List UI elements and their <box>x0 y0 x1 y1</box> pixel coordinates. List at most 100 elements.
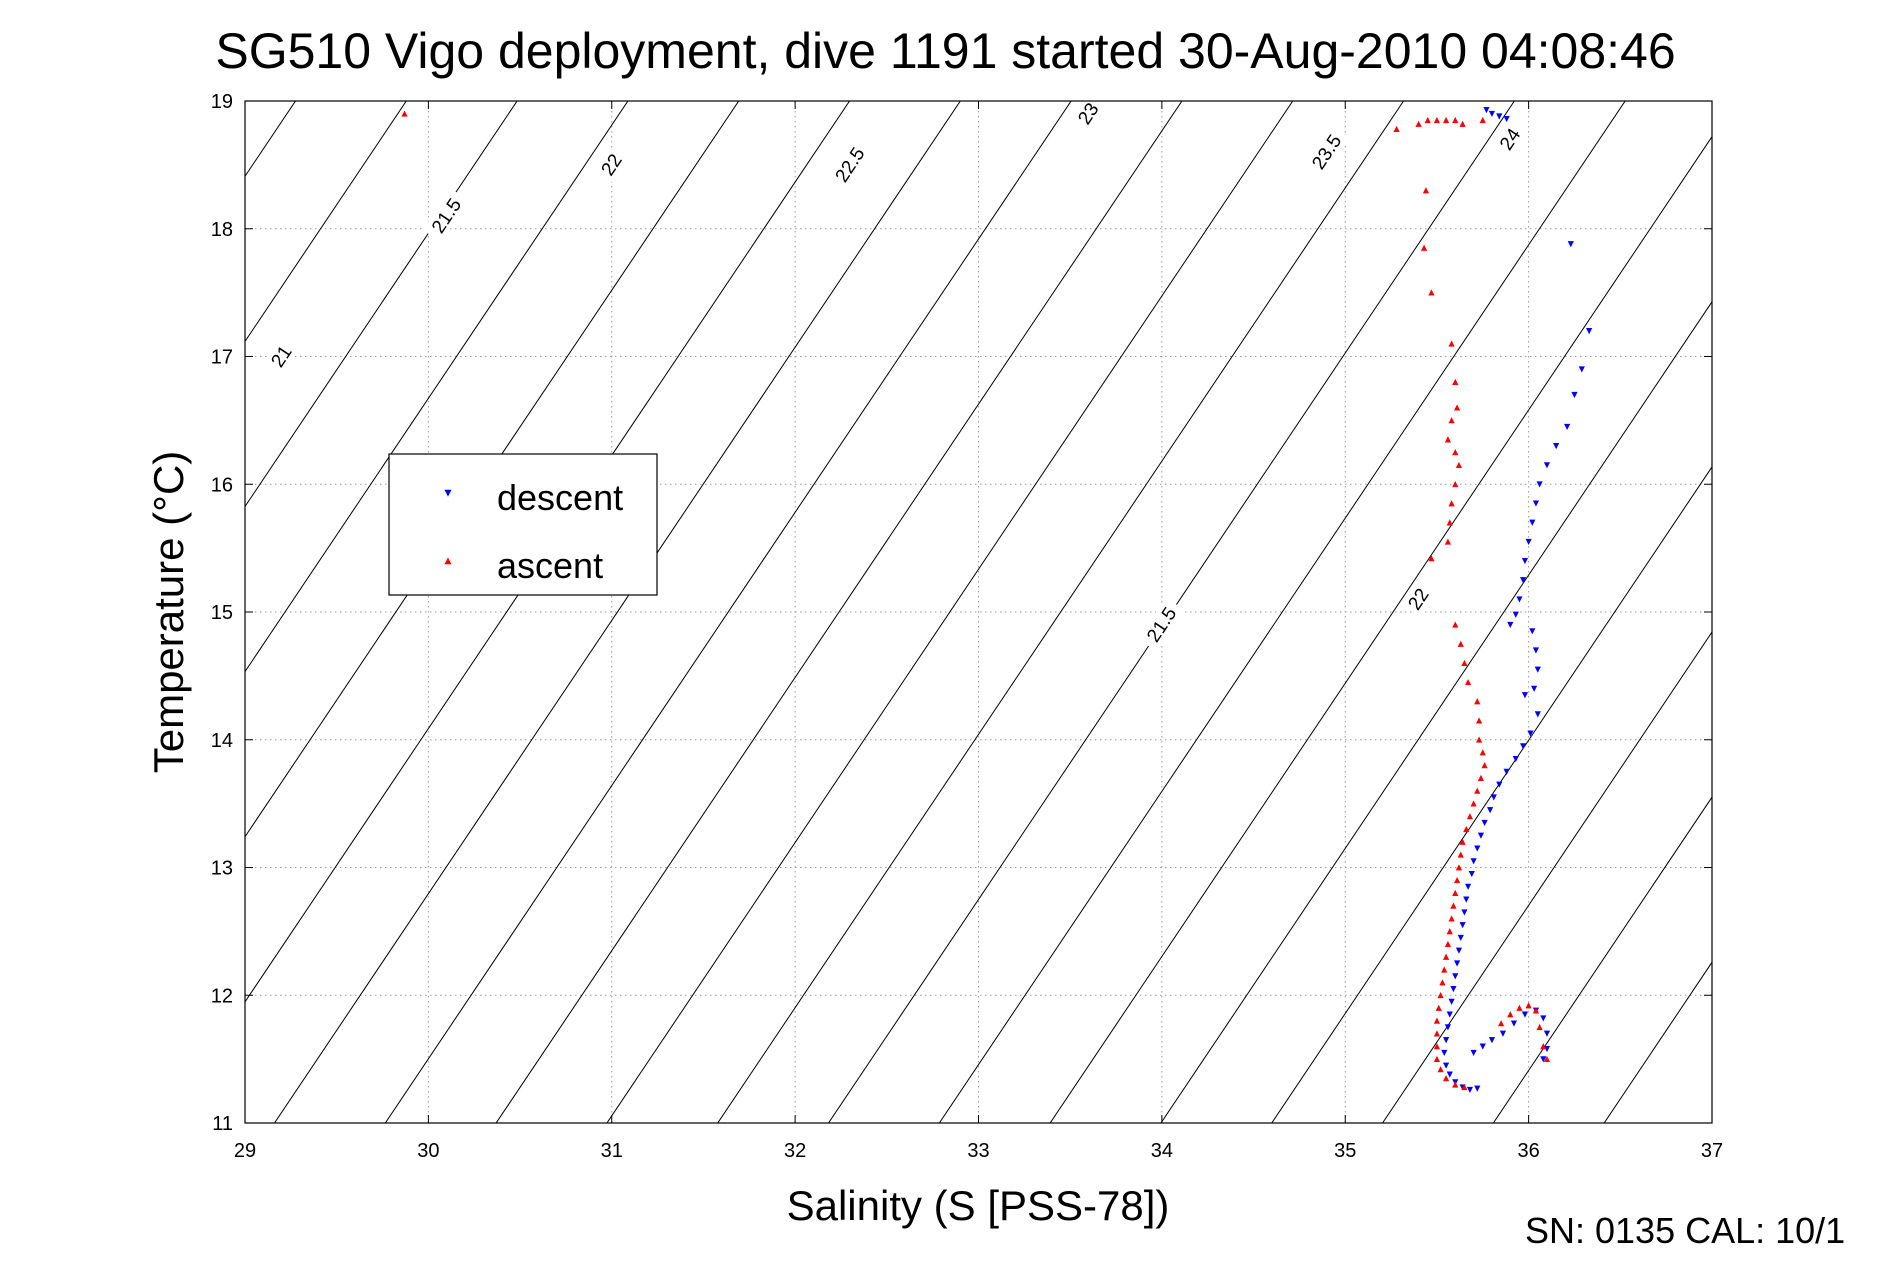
ascent-point <box>1481 762 1488 769</box>
descent-point <box>1446 1011 1453 1018</box>
descent-point <box>1553 443 1560 450</box>
descent-point <box>1474 845 1481 852</box>
ascent-point <box>1455 461 1463 468</box>
ascent-point <box>1428 289 1435 296</box>
descent-point <box>1520 743 1527 750</box>
ascent-point <box>1479 116 1486 124</box>
y-tick-label: 14 <box>211 730 233 752</box>
descent-point <box>1457 934 1464 942</box>
ascent-point <box>1435 1004 1442 1011</box>
descent-point <box>1481 819 1488 827</box>
ascent-point <box>1479 749 1486 756</box>
x-axis-title: Salinity (S [PSS-78]) <box>787 1182 1170 1229</box>
y-axis-title: Temperature (°C) <box>145 451 192 774</box>
ascent-point <box>1498 1020 1505 1027</box>
legend-box <box>388 453 658 596</box>
ascent-point <box>1476 736 1483 743</box>
isopycnal-line <box>1049 135 1712 1123</box>
ascent-point <box>1433 1043 1441 1050</box>
descent-point <box>1564 423 1571 431</box>
ascent-point <box>1444 940 1452 948</box>
descent-point <box>1527 730 1534 737</box>
descent-point <box>1488 110 1496 118</box>
descent-point <box>1521 1011 1529 1018</box>
x-tick-label: 35 <box>1334 1140 1356 1162</box>
ascent-point <box>1474 698 1481 705</box>
descent-point <box>1534 666 1541 673</box>
descent-point <box>1521 557 1529 565</box>
ascent-point <box>1446 928 1453 935</box>
ascent-point <box>1454 404 1461 411</box>
ascent-point <box>401 110 408 117</box>
descent-point <box>1455 947 1463 954</box>
y-tick-label: 15 <box>211 602 233 624</box>
ascent-point <box>1439 979 1446 986</box>
descent-point <box>1446 1071 1453 1078</box>
ascent-point <box>1465 678 1472 686</box>
isopycnal-label-group: 21.5 <box>422 188 469 243</box>
x-tick-label: 37 <box>1701 1140 1723 1162</box>
isopycnal-line <box>245 101 629 673</box>
descent-point <box>1503 115 1510 123</box>
isopycnal-label: 22 <box>598 151 627 180</box>
descent-point <box>1470 1049 1477 1057</box>
x-tick-label: 32 <box>784 1140 806 1162</box>
isopycnal-line <box>606 101 1294 1123</box>
isopycnal-label-group: 21.5 <box>1137 597 1185 652</box>
ascent-point <box>1444 436 1452 443</box>
footer-note: SN: 0135 CAL: 10/1 <box>1525 1210 1846 1251</box>
descent-point <box>1516 596 1523 603</box>
descent-point <box>1532 647 1540 654</box>
x-tick-label: 31 <box>601 1140 623 1162</box>
descent-point <box>1529 628 1536 635</box>
ascent-point <box>1452 480 1459 488</box>
descent-point <box>1450 985 1457 993</box>
isopycnal-label-bg <box>263 338 298 374</box>
isopycnal-label: 23 <box>1074 99 1103 128</box>
descent-point <box>1534 711 1541 718</box>
descent-point <box>1531 685 1538 692</box>
descent-point <box>1479 1043 1486 1050</box>
descent-point <box>1441 1049 1448 1057</box>
descent-point <box>1443 1037 1450 1044</box>
descent-point <box>1496 781 1503 788</box>
isopycnal-label-group: 21 <box>263 338 298 374</box>
isopycnal-line <box>1603 961 1712 1123</box>
ascent-point <box>1454 877 1461 884</box>
ascent-point <box>1461 1083 1468 1091</box>
isopycnal-label-bg <box>1303 124 1350 179</box>
isopycnal-line <box>384 101 1072 1123</box>
descent-point <box>1454 960 1461 967</box>
descent-point <box>1488 1037 1496 1044</box>
x-tick-label: 36 <box>1518 1140 1540 1162</box>
isopycnal-label-group: 22 <box>593 146 628 183</box>
axis-ticks: 29 30 31 32 33 34 35 36 37 11 12 13 14 15 16 17 18 19 <box>211 91 1723 1162</box>
y-tick-label: 13 <box>211 858 233 880</box>
ascent-point <box>1443 953 1450 960</box>
x-tick-label: 34 <box>1151 1140 1173 1162</box>
descent-point <box>1487 807 1494 814</box>
descent-point <box>1543 1030 1551 1037</box>
descent-point <box>1496 113 1503 120</box>
ascent-point <box>1443 116 1450 124</box>
chart-title: SG510 Vigo deployment, dive 1191 started… <box>215 23 1676 79</box>
isopycnal-line <box>1271 466 1712 1123</box>
isopycnal-line <box>245 101 740 838</box>
ascent-point <box>1455 864 1463 871</box>
ascent-point <box>1532 1007 1540 1014</box>
descent-point <box>1567 241 1574 248</box>
ascent-point <box>1433 1030 1441 1037</box>
ascent-point <box>1422 187 1430 194</box>
descent-point <box>1503 768 1510 775</box>
descent-point <box>1532 500 1540 507</box>
y-tick-label: 18 <box>211 219 233 241</box>
ascent-point <box>1428 555 1435 562</box>
ascent-point <box>1507 1011 1514 1018</box>
ascent-point <box>1448 417 1455 424</box>
descent-point <box>1520 577 1527 584</box>
x-tick-label: 33 <box>967 1140 989 1162</box>
ascent-point <box>1450 902 1457 909</box>
descent-point <box>1465 883 1472 890</box>
descent-point <box>1461 909 1468 916</box>
